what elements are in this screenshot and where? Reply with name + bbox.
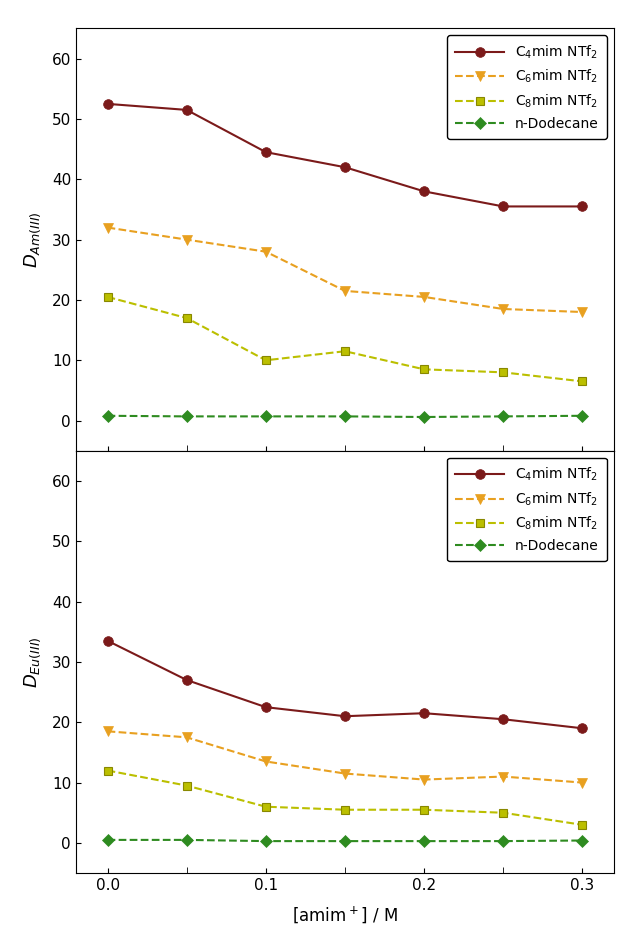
Legend: C$_4$mim NTf$_2$, C$_6$mim NTf$_2$, C$_8$mim NTf$_2$, n-Dodecane: C$_4$mim NTf$_2$, C$_6$mim NTf$_2$, C$_8… bbox=[447, 457, 607, 562]
Legend: C$_4$mim NTf$_2$, C$_6$mim NTf$_2$, C$_8$mim NTf$_2$, n-Dodecane: C$_4$mim NTf$_2$, C$_6$mim NTf$_2$, C$_8… bbox=[447, 35, 607, 140]
X-axis label: [amim$^+$] / M: [amim$^+$] / M bbox=[292, 904, 398, 925]
Y-axis label: $D_{Am(III)}$: $D_{Am(III)}$ bbox=[23, 212, 44, 268]
Y-axis label: $D_{Eu(III)}$: $D_{Eu(III)}$ bbox=[23, 636, 44, 688]
